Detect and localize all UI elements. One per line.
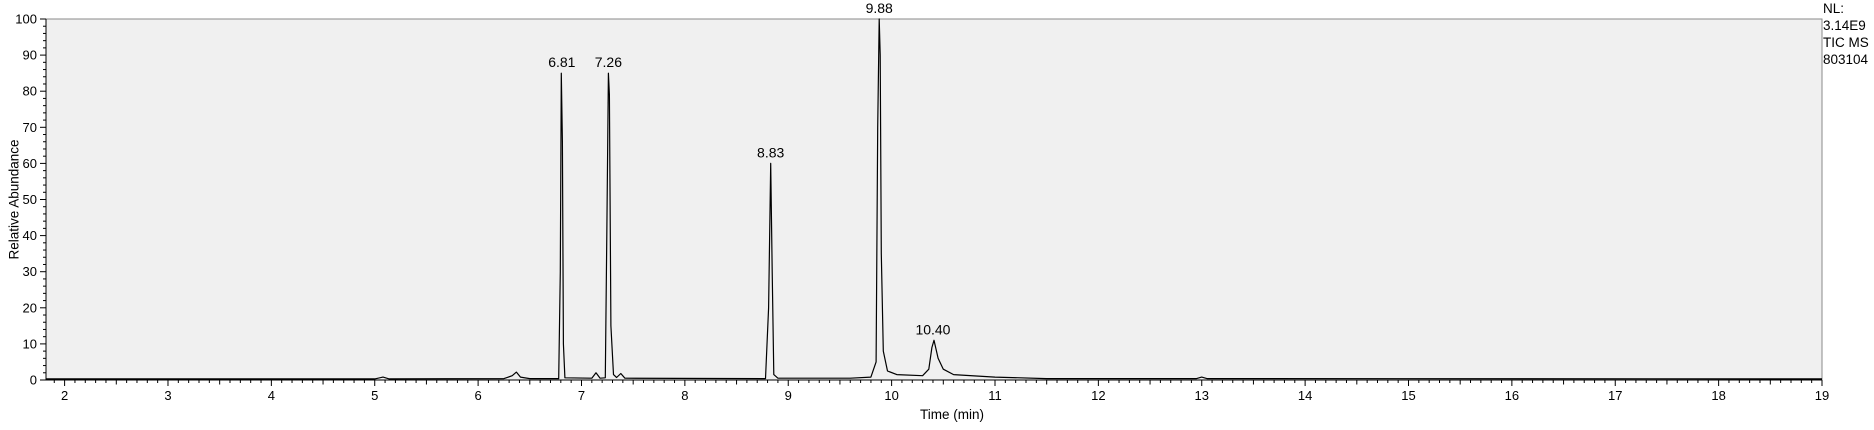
x-tick-label: 17 xyxy=(1608,388,1622,403)
x-tick-label: 5 xyxy=(371,388,378,403)
y-tick-label: 10 xyxy=(23,336,37,351)
plot-background xyxy=(45,18,1823,381)
nl-value: 3.14E9 xyxy=(1823,18,1866,33)
y-tick-label: 60 xyxy=(23,156,37,171)
x-tick-label: 19 xyxy=(1815,388,1829,403)
x-tick-label: 18 xyxy=(1711,388,1725,403)
nl-label: NL: xyxy=(1823,1,1844,16)
x-tick-label: 13 xyxy=(1195,388,1209,403)
y-tick-label: 50 xyxy=(23,192,37,207)
y-tick-label: 40 xyxy=(23,228,37,243)
peak-label: 8.83 xyxy=(757,144,784,160)
x-tick-label: 2 xyxy=(61,388,68,403)
nl-annotation: NL: 3.14E9 TIC MS 803104 xyxy=(1823,1,1869,67)
x-tick-label: 3 xyxy=(164,388,171,403)
x-axis-title: Time (min) xyxy=(920,407,984,422)
x-axis-ticks: 2 3 4 5 6 7 8 9 10 11 12 13 14 15 16 17 18 19 xyxy=(53,380,1829,403)
y-axis-title: Relative Abundance xyxy=(7,139,22,259)
x-tick-label: 14 xyxy=(1298,388,1312,403)
y-tick-label: 20 xyxy=(23,300,37,315)
y-tick-label: 70 xyxy=(23,120,37,135)
y-tick-label: 80 xyxy=(23,84,37,99)
y-axis-ticks: 0 10 20 30 40 50 60 70 80 90 100 xyxy=(15,12,46,388)
peak-label: 7.26 xyxy=(595,54,622,70)
x-tick-label: 9 xyxy=(785,388,792,403)
x-tick-label: 8 xyxy=(681,388,688,403)
y-tick-label: 30 xyxy=(23,264,37,279)
peak-label: 9.88 xyxy=(866,0,893,16)
x-tick-label: 4 xyxy=(268,388,275,403)
x-tick-label: 11 xyxy=(988,388,1002,403)
y-tick-label: 0 xyxy=(30,373,37,388)
series-line xyxy=(46,18,1823,380)
x-tick-label: 7 xyxy=(578,388,585,403)
x-tick-label: 15 xyxy=(1401,388,1415,403)
sample-id: 803104 xyxy=(1823,52,1869,67)
peak-label: 10.40 xyxy=(915,321,950,337)
x-tick-label: 12 xyxy=(1091,388,1105,403)
scan-type: TIC MS xyxy=(1823,35,1869,50)
y-tick-label: 90 xyxy=(23,48,37,63)
peak-label: 6.81 xyxy=(548,54,575,70)
peak-labels: 6.81 7.26 8.83 9.88 10.40 xyxy=(548,0,950,337)
x-tick-label: 16 xyxy=(1505,388,1519,403)
x-tick-label: 10 xyxy=(884,388,898,403)
x-tick-label: 6 xyxy=(474,388,481,403)
y-tick-label: 100 xyxy=(15,12,37,27)
